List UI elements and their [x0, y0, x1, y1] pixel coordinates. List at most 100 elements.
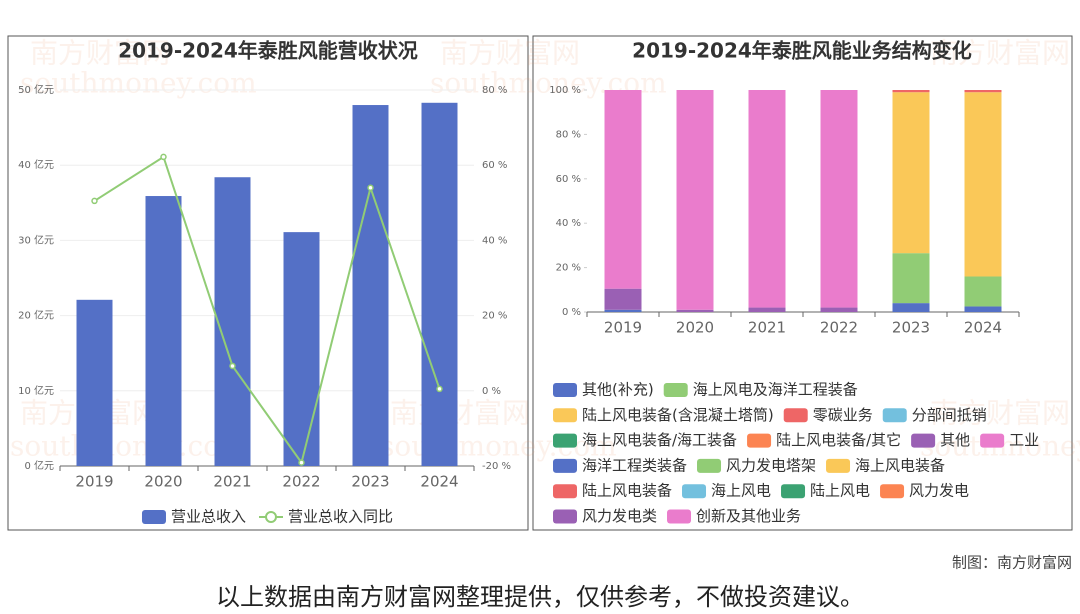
legend-swatch: [553, 383, 577, 397]
legend-swatch: [265, 511, 277, 523]
legend-swatch: [663, 383, 688, 397]
bar-segment: [892, 92, 930, 254]
x-tick-label: 2024: [964, 319, 1002, 337]
bar: [76, 299, 113, 466]
legend-label: 营业总收入同比: [288, 508, 393, 526]
bar: [352, 105, 389, 466]
legend-label: 海上风电装备/海工装备: [582, 431, 737, 449]
x-tick-label: 2020: [676, 319, 714, 337]
legend-label: 风力发电塔架: [726, 456, 816, 474]
legend-swatch: [880, 484, 905, 499]
chart-frame: [532, 35, 1073, 531]
y2-tick-label: 40 %: [482, 235, 507, 246]
y-tick-label: 0 %: [562, 307, 581, 318]
bar-segment: [676, 90, 714, 310]
y-tick-label: 80 %: [556, 129, 581, 140]
legend-swatch: [141, 510, 166, 524]
legend-label: 陆上风电装备: [582, 482, 672, 500]
legend-label: 其他(补充): [582, 381, 654, 399]
bar: [283, 232, 320, 466]
legend-label: 其他: [940, 431, 970, 449]
legend-swatch: [553, 408, 577, 423]
watermark: 南方财富网: [390, 397, 530, 430]
legend-swatch: [781, 484, 806, 499]
point: [436, 385, 443, 393]
legend-label: 海洋工程类装备: [582, 456, 687, 474]
y-tick-label: 30 亿元: [18, 233, 54, 246]
bar-segment: [748, 307, 786, 312]
x-tick-label: 2024: [420, 473, 458, 491]
bar-segment: [820, 307, 858, 312]
chart-title: 2019-2024年泰胜风能业务结构变化: [632, 39, 972, 63]
legend-label: 海上风电及海洋工程装备: [693, 381, 858, 399]
legend-label: 陆上风电装备(含混凝土塔筒): [582, 406, 774, 424]
chart-title: 2019-2024年泰胜风能营收状况: [118, 39, 418, 63]
point: [367, 184, 374, 192]
y-tick-label: 60 %: [556, 174, 581, 185]
legend-swatch: [553, 509, 577, 524]
legend-swatch: [697, 458, 722, 473]
x-tick-label: 2019: [604, 319, 642, 337]
watermark: southmoney.com: [20, 67, 257, 100]
legend-swatch: [826, 458, 851, 473]
legend-swatch: [882, 408, 907, 423]
legend-swatch: [747, 433, 772, 448]
point: [229, 362, 236, 370]
y-tick-label: 20 亿元: [18, 309, 54, 322]
legend-swatch: [553, 484, 577, 499]
y-tick-label: 100 %: [549, 85, 581, 96]
legend-swatch: [980, 433, 1005, 448]
bar: [421, 102, 458, 466]
bar-segment: [964, 92, 1002, 277]
x-tick-label: 2023: [351, 473, 389, 491]
legend-label: 陆上风电: [810, 482, 870, 500]
x-tick-label: 2020: [144, 473, 182, 491]
y2-tick-label: -20 %: [482, 461, 511, 472]
y2-tick-label: 0 %: [482, 386, 501, 397]
watermark: 南方财富网: [440, 37, 580, 70]
bar-segment: [964, 276, 1002, 307]
bar: [145, 196, 182, 467]
watermark: 南方财富网: [30, 37, 170, 70]
y-tick-label: 10 亿元: [18, 384, 54, 397]
chart-frame: [7, 35, 529, 531]
bar-segment: [964, 90, 1002, 93]
legend-swatch: [667, 509, 692, 524]
watermark: 南方财富网: [930, 397, 1070, 430]
watermark: southmoney.com: [10, 430, 247, 463]
y2-tick-label: 80 %: [482, 85, 507, 96]
legend-label: 海上风电: [711, 482, 771, 500]
legend-label: 营业总收入: [171, 508, 246, 526]
bar-segment: [748, 90, 786, 308]
bar-segment: [820, 90, 858, 308]
y-tick-label: 40 %: [556, 218, 581, 229]
y-tick-label: 40 亿元: [18, 158, 54, 171]
bar-segment: [676, 309, 714, 312]
legend-swatch: [553, 458, 577, 473]
point: [298, 459, 305, 466]
legend-label: 陆上风电装备/其它: [776, 431, 901, 449]
bar-segment: [892, 253, 930, 304]
legend-label: 工业: [1009, 431, 1039, 449]
y2-tick-label: 20 %: [482, 311, 507, 322]
legend-label: 海上风电装备: [855, 456, 945, 474]
x-tick-label: 2021: [748, 319, 786, 337]
y2-tick-label: 60 %: [482, 160, 507, 171]
line: [93, 155, 441, 465]
legend-label: 风力发电: [909, 482, 969, 500]
legend-label: 创新及其他业务: [696, 507, 801, 525]
legend-label: 分部间抵销: [912, 406, 987, 424]
legend-swatch: [553, 433, 577, 448]
x-tick-label: 2019: [75, 473, 113, 491]
bar-segment: [892, 90, 930, 93]
bar-segment: [892, 303, 930, 312]
point: [91, 197, 98, 205]
disclaimer: 以上数据由南方财富网整理提供，仅供参考，不做投资建议。: [216, 583, 864, 611]
x-tick-label: 2021: [213, 473, 251, 491]
legend-swatch: [911, 433, 936, 448]
legend-swatch: [682, 484, 707, 499]
bar-segment: [604, 309, 642, 312]
bar: [214, 177, 251, 466]
watermark: 南方财富网: [930, 37, 1070, 70]
